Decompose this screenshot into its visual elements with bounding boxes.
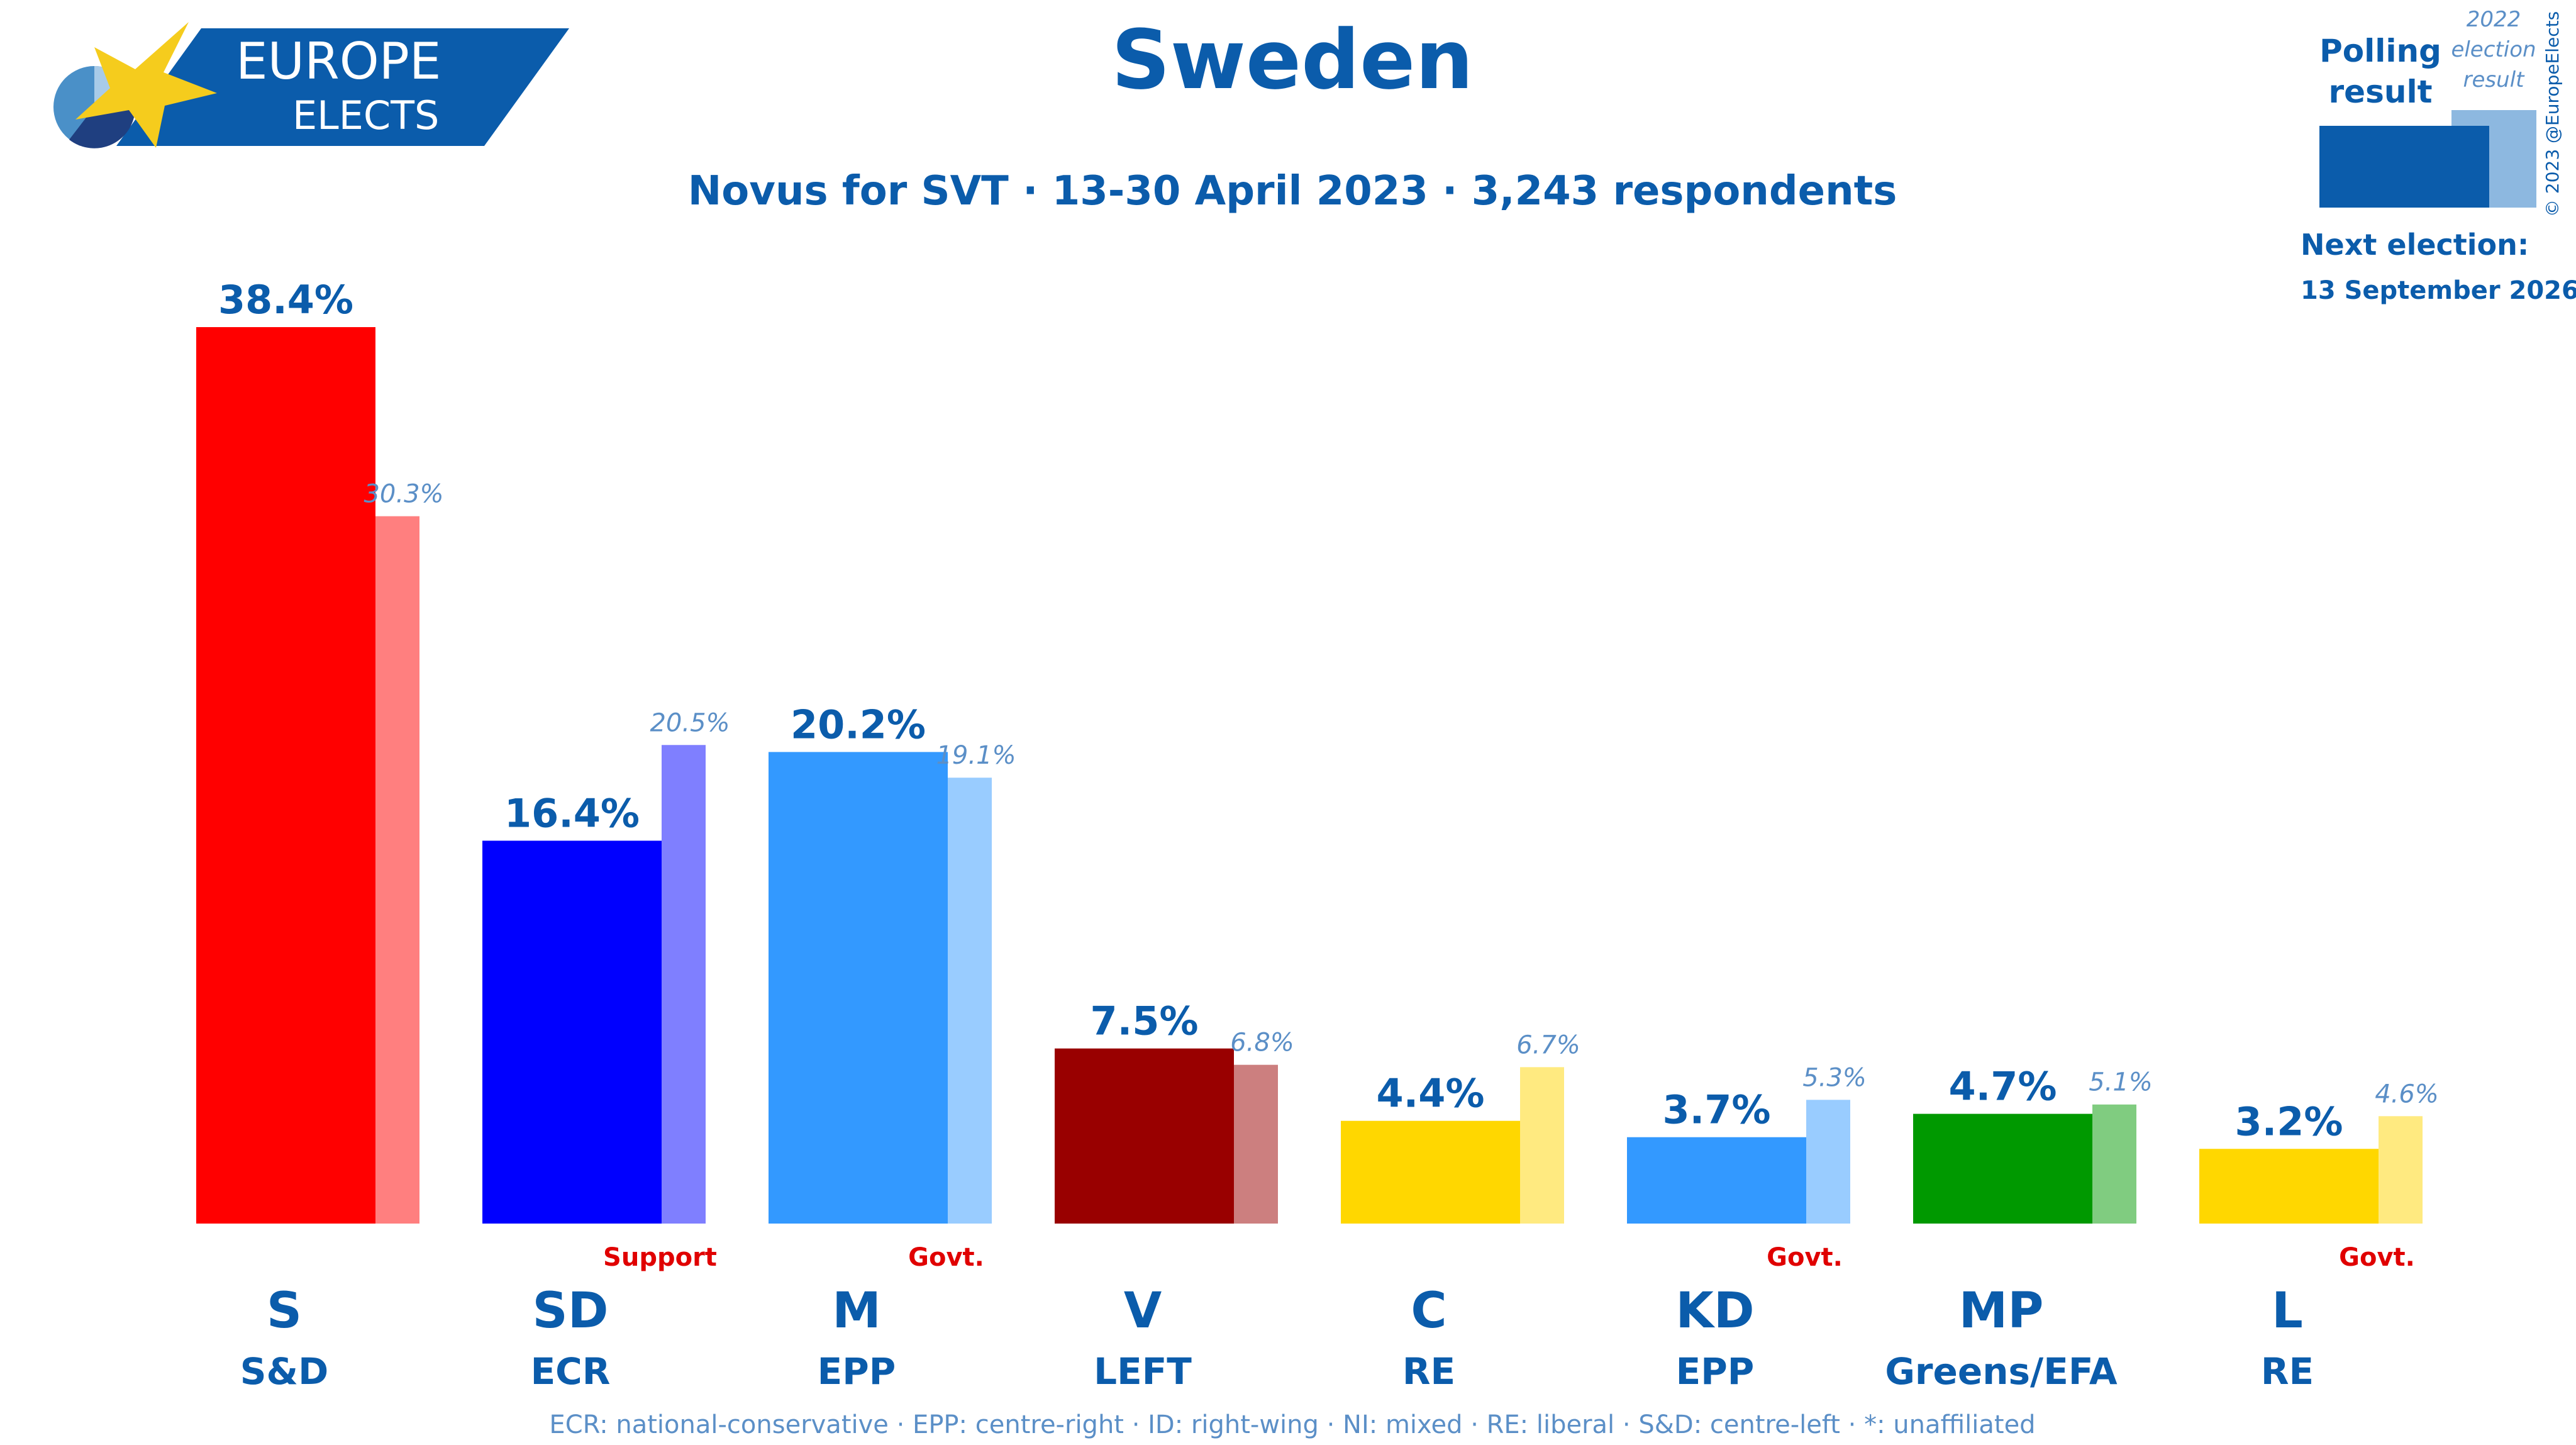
election-value-label-kd: 5.3% xyxy=(1802,1063,1867,1092)
party-group-c: RE xyxy=(1402,1350,1455,1393)
election-value-label-sd: 20.5% xyxy=(650,708,730,737)
election-value-label-v: 6.8% xyxy=(1230,1029,1294,1057)
poll-bar-l xyxy=(2199,1149,2379,1224)
poll-bar-v xyxy=(1055,1048,1234,1224)
poll-value-label-sd: 16.4% xyxy=(504,790,640,836)
legend: Polling result 2022 election result © 20… xyxy=(2301,7,2576,305)
election-value-label-m: 19.1% xyxy=(936,741,1016,770)
party-group-m: EPP xyxy=(818,1350,896,1393)
party-group-v: LEFT xyxy=(1094,1350,1192,1393)
poll-value-label-mp: 4.7% xyxy=(1949,1064,2057,1110)
poll-value-label-kd: 3.7% xyxy=(1663,1087,1771,1133)
party-code-l: L xyxy=(2272,1283,2303,1339)
logo-star-icon xyxy=(75,22,217,148)
poll-bar-sd xyxy=(482,840,662,1224)
page-title: Sweden xyxy=(1111,12,1474,108)
footer-glossary: ECR: national-conservative · EPP: centre… xyxy=(549,1410,2035,1439)
election-bar-c xyxy=(1520,1067,1564,1224)
party-code-kd: KD xyxy=(1675,1283,1754,1339)
status-label-sd: Support xyxy=(603,1243,717,1272)
status-label-m: Govt. xyxy=(908,1243,984,1272)
logo-text-line2: ELECTS xyxy=(292,92,439,138)
election-value-label-l: 4.6% xyxy=(2375,1080,2439,1108)
poll-bar-s xyxy=(196,327,375,1224)
legend-polling-label-1: Polling xyxy=(2319,33,2441,69)
election-bar-mp xyxy=(2092,1104,2136,1224)
party-group-kd: EPP xyxy=(1676,1350,1755,1393)
election-bar-kd xyxy=(1806,1100,1850,1224)
poll-bar-kd xyxy=(1627,1137,1806,1224)
chart-subtitle: Novus for SVT · 13-30 April 2023 · 3,243… xyxy=(688,168,1897,215)
poll-bar-m xyxy=(769,752,948,1224)
logo-banner xyxy=(116,28,569,146)
election-bar-l xyxy=(2379,1116,2423,1224)
legend-polling-label-2: result xyxy=(2329,74,2433,110)
poll-value-label-c: 4.4% xyxy=(1377,1071,1485,1117)
next-election-label: Next election: xyxy=(2301,228,2529,262)
logo-text-line1: EUROPE xyxy=(236,32,441,91)
poll-bar-mp xyxy=(1913,1113,2092,1224)
party-group-mp: Greens/EFA xyxy=(1885,1350,2117,1393)
logo-globe-slice-dark xyxy=(69,107,136,148)
party-code-m: M xyxy=(832,1283,881,1339)
party-code-mp: MP xyxy=(1959,1283,2044,1339)
election-value-label-c: 6.7% xyxy=(1516,1030,1580,1059)
status-label-l: Govt. xyxy=(2339,1243,2415,1272)
party-code-sd: SD xyxy=(533,1283,609,1339)
election-bar-m xyxy=(948,778,992,1224)
election-value-label-mp: 5.1% xyxy=(2089,1068,2153,1097)
next-election-date: 13 September 2026 xyxy=(2301,276,2576,305)
bars-layer: 38.4% 30.3% S S&D 16.4% 20.5% Support SD ECR 20.2… xyxy=(196,277,2439,1393)
party-group-s: S&D xyxy=(240,1350,329,1393)
party-code-s: S xyxy=(267,1283,302,1339)
poll-value-label-v: 7.5% xyxy=(1091,998,1199,1044)
party-code-c: C xyxy=(1411,1283,1446,1339)
europe-elects-logo: EUROPE ELECTS xyxy=(53,22,569,148)
election-bar-sd xyxy=(662,745,706,1224)
party-group-sd: ECR xyxy=(531,1350,611,1393)
election-bar-s xyxy=(375,516,419,1224)
status-label-kd: Govt. xyxy=(1767,1243,1843,1272)
party-group-l: RE xyxy=(2261,1350,2314,1393)
legend-poll-swatch xyxy=(2319,126,2489,208)
party-code-v: V xyxy=(1124,1283,1162,1339)
election-value-label-s: 30.3% xyxy=(364,480,443,509)
poll-bar-c xyxy=(1341,1120,1520,1224)
poll-value-label-l: 3.2% xyxy=(2235,1098,2343,1144)
election-bar-v xyxy=(1234,1064,1278,1224)
poll-value-label-s: 38.4% xyxy=(218,277,353,323)
poll-value-label-m: 20.2% xyxy=(791,701,926,747)
legend-election-label-1: 2022 xyxy=(2467,7,2521,32)
copyright-text: © 2023 @EuropeElects xyxy=(2542,11,2563,217)
legend-election-label-2: election xyxy=(2451,37,2536,62)
legend-election-label-3: result xyxy=(2463,67,2526,92)
